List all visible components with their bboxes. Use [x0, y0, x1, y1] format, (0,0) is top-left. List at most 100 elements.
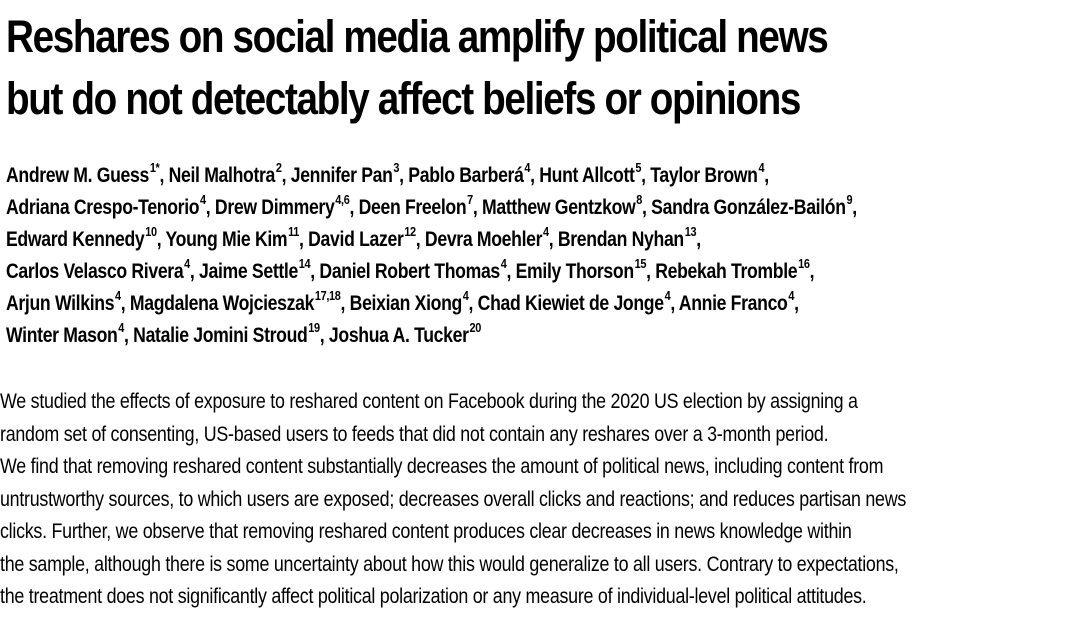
- author-name: Emily Thorson: [515, 260, 634, 283]
- author-affiliation-marker: 9: [846, 192, 853, 207]
- author: Beixian Xiong4,: [349, 289, 478, 315]
- author-line: Arjun Wilkins4, Magdalena Wojcieszak17,1…: [6, 288, 1064, 320]
- abstract-line: We find that removing reshared content s…: [0, 455, 884, 478]
- author-separator: ,: [399, 164, 409, 187]
- author-affiliation-marker: 8: [636, 192, 643, 207]
- abstract-line: clicks. Further, we observe that removin…: [0, 520, 852, 543]
- author: David Lazer12,: [308, 225, 425, 251]
- author: Deen Freelon7,: [358, 193, 483, 219]
- author-affiliation-marker: 7: [467, 192, 473, 207]
- author: Drew Dimmery4,6,: [215, 193, 359, 219]
- author-separator: ,: [646, 260, 656, 283]
- author: Andrew M. Guess1*,: [6, 161, 169, 187]
- author-affiliation-marker: 14: [298, 256, 311, 271]
- author-separator: ,: [852, 196, 857, 219]
- author-affiliation-marker: 11: [288, 224, 300, 239]
- author-separator: ,: [156, 228, 166, 251]
- author-list: Andrew M. Guess1*, Neil Malhotra2, Jenni…: [6, 160, 1064, 352]
- author-affiliation-marker: 4: [524, 160, 531, 175]
- author: Chad Kiewiet de Jonge4,: [477, 289, 679, 315]
- author: Young Mie Kim11,: [165, 225, 309, 251]
- author-separator: ,: [159, 164, 169, 187]
- author-separator: ,: [349, 196, 359, 219]
- author-name: Sandra González-Bailón: [651, 196, 846, 219]
- author-name: Deen Freelon: [358, 196, 467, 219]
- author-separator: ,: [530, 164, 540, 187]
- author-affiliation-marker: 4,6: [335, 192, 350, 207]
- author: Winter Mason4,: [6, 321, 134, 347]
- author-name: Annie Franco: [678, 292, 788, 315]
- author-name: Jennifer Pan: [290, 164, 393, 187]
- author-separator: ,: [415, 228, 425, 251]
- author-line: Andrew M. Guess1*, Neil Malhotra2, Jenni…: [6, 160, 1064, 192]
- paper-header: Reshares on social media amplify politic…: [6, 6, 1086, 352]
- author-affiliation-marker: 2: [275, 160, 282, 175]
- author: Carlos Velasco Rivera4,: [6, 257, 200, 283]
- author-name: Brendan Nyhan: [557, 228, 684, 251]
- author-line: Edward Kennedy10, Young Mie Kim11, David…: [6, 224, 1064, 256]
- author: Adriana Crespo-Tenorio4,: [6, 193, 215, 219]
- author-separator: ,: [794, 292, 799, 315]
- author-affiliation-marker: 16: [798, 256, 810, 271]
- author-name: Beixian Xiong: [349, 292, 463, 315]
- author-separator: ,: [124, 324, 134, 347]
- author-name: Jaime Settle: [199, 260, 298, 283]
- author: Natalie Jomini Stroud19,: [133, 321, 329, 347]
- abstract-line: the treatment does not significantly aff…: [0, 585, 867, 608]
- author-separator: ,: [642, 196, 652, 219]
- author-affiliation-marker: 4: [500, 256, 507, 271]
- author-name: Carlos Velasco Rivera: [6, 260, 184, 283]
- author-separator: ,: [472, 196, 483, 219]
- author-affiliation-marker: 4: [664, 288, 671, 303]
- author-affiliation-marker: 4: [462, 288, 469, 303]
- author-separator: ,: [340, 292, 350, 315]
- author-separator: ,: [120, 292, 130, 315]
- author-line: Winter Mason4, Natalie Jomini Stroud19, …: [6, 320, 1064, 352]
- author-name: Hunt Allcott: [539, 164, 635, 187]
- author-affiliation-marker: 4: [788, 288, 795, 303]
- author-name: David Lazer: [308, 228, 404, 251]
- title-line-2: but do not detectably affect beliefs or …: [6, 73, 801, 124]
- abstract: We studied the effects of exposure to re…: [0, 386, 1088, 614]
- author-separator: ,: [468, 292, 478, 315]
- author: Taylor Brown4,: [650, 161, 769, 187]
- author-affiliation-marker: 4: [118, 320, 125, 335]
- author-separator: ,: [506, 260, 516, 283]
- author: Jennifer Pan3,: [290, 161, 409, 187]
- author-name: Matthew Gentzkow: [482, 196, 636, 219]
- author-name: Pablo Barberá: [408, 164, 524, 187]
- author-name: Arjun Wilkins: [6, 292, 115, 315]
- author: Neil Malhotra2,: [168, 161, 291, 187]
- author: Jaime Settle14,: [199, 257, 319, 283]
- author-affiliation-marker: 13: [684, 224, 697, 239]
- author: Hunt Allcott5,: [539, 161, 651, 187]
- author-separator: ,: [696, 228, 701, 251]
- author-separator: ,: [281, 164, 291, 187]
- author-affiliation-marker: 1*: [149, 160, 160, 175]
- author: Joshua A. Tucker20: [329, 321, 481, 347]
- author-name: Taylor Brown: [650, 164, 758, 187]
- author-separator: ,: [189, 260, 200, 283]
- author-separator: ,: [764, 164, 769, 187]
- author-name: Magdalena Wojcieszak: [129, 292, 315, 315]
- author-separator: ,: [809, 260, 815, 283]
- author-line: Adriana Crespo-Tenorio4, Drew Dimmery4,6…: [6, 192, 1064, 224]
- author-name: Neil Malhotra: [168, 164, 276, 187]
- author-name: Andrew M. Guess: [6, 164, 149, 187]
- author-affiliation-marker: 4: [542, 224, 549, 239]
- author-name: Young Mie Kim: [165, 228, 288, 251]
- author-separator: ,: [641, 164, 651, 187]
- author: Annie Franco4,: [678, 289, 799, 315]
- author: Edward Kennedy10,: [6, 225, 166, 251]
- abstract-line: untrustworthy sources, to which users ar…: [0, 487, 907, 511]
- author: Sandra González-Bailón9,: [651, 193, 857, 219]
- author-affiliation-marker: 12: [404, 224, 416, 239]
- author-name: Chad Kiewiet de Jonge: [477, 292, 664, 315]
- author: Matthew Gentzkow8,: [482, 193, 652, 219]
- author-name: Adriana Crespo-Tenorio: [6, 196, 200, 219]
- author-name: Natalie Jomini Stroud: [133, 324, 308, 347]
- author-separator: ,: [548, 228, 558, 251]
- author-separator: ,: [670, 292, 679, 315]
- author: Emily Thorson15,: [515, 257, 656, 283]
- abstract-line: random set of consenting, US-based users…: [0, 422, 829, 446]
